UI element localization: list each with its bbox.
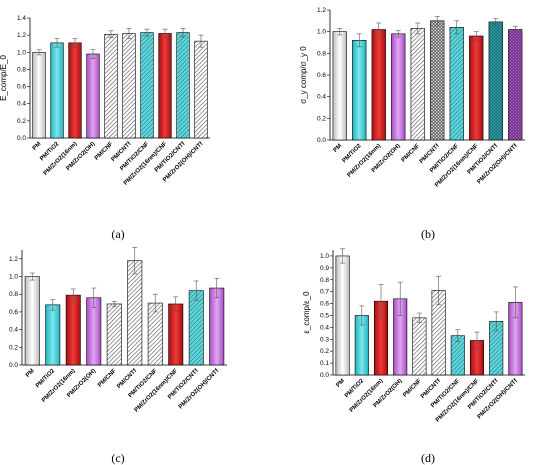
- y-tick-label: 0.0: [317, 137, 326, 144]
- chart-panel-a: 0.00.20.40.60.81.01.21.4E_comp/E_0PMPM/T…: [0, 15, 210, 241]
- y-tick-label: 0.6: [17, 84, 26, 91]
- bar: [106, 303, 122, 366]
- category-label: PM/CNF: [97, 368, 118, 389]
- y-tick-label: 0.8: [9, 291, 18, 298]
- bar: [209, 287, 225, 366]
- y-tick-label: 0.1: [320, 360, 329, 367]
- bar: [127, 260, 143, 366]
- y-tick-label: 0.9: [320, 265, 329, 272]
- category-label: PM/ZrO2(16nm): [349, 378, 385, 414]
- y-tick-label: 0.4: [320, 324, 329, 331]
- panel-letter: (d): [421, 451, 435, 465]
- panel-letter: (a): [111, 227, 124, 241]
- y-tick-label: 0.6: [317, 72, 326, 79]
- category-label: PM/ZrO2(OH)/CNTf: [178, 367, 221, 410]
- y-tick-label: 0.4: [317, 94, 326, 101]
- y-tick-label: 1.2: [9, 256, 18, 263]
- bar: [449, 27, 464, 141]
- bar: [122, 33, 136, 139]
- bar: [86, 53, 100, 139]
- y-tick-label: 0.2: [320, 348, 329, 355]
- category-label: PM: [333, 143, 344, 154]
- chart-panel-b: 0.0 0.2 0.4 0.6 0.8 1.0 1.2 σ_y comp/σ_y 0 PM PM/…: [299, 7, 525, 241]
- y-tick-label: 0.8: [320, 277, 329, 284]
- bar: [168, 303, 184, 366]
- bar: [488, 21, 503, 141]
- bar: [68, 42, 82, 139]
- bar: [86, 297, 102, 366]
- chart-panel-c: 0.00.20.40.60.81.01.2σ_b comp/σ_b 0PMPM/…: [9, 247, 227, 465]
- bar: [430, 20, 445, 141]
- y-tick-label: 0.0: [9, 362, 18, 369]
- bar: [104, 33, 118, 139]
- y-tick-label: 1.2: [17, 32, 26, 39]
- y-tick-label: 1.4: [17, 15, 26, 22]
- y-tick-label: 0.4: [9, 327, 18, 334]
- y-tick-label: 0.6: [9, 309, 18, 316]
- bar: [45, 304, 61, 366]
- bar: [371, 29, 386, 141]
- y-tick-label: 0.6: [320, 301, 329, 308]
- y-tick-label: 1.0: [9, 274, 18, 281]
- bar: [50, 42, 64, 139]
- category-label: PM: [32, 141, 43, 152]
- y-tick-label: 0.2: [317, 115, 326, 122]
- bar: [352, 40, 367, 141]
- y-tick-label: 1.0: [17, 49, 26, 56]
- bar: [410, 28, 425, 141]
- category-label: PM: [25, 368, 36, 379]
- bar: [412, 317, 427, 376]
- bar: [332, 31, 347, 141]
- category-label: PM/ZrO2(OH)/CNTf: [476, 142, 519, 185]
- y-tick-label: 1.0: [320, 253, 329, 260]
- panel-letter: (b): [421, 227, 435, 241]
- bar: [194, 40, 208, 139]
- chart-panel-d: 0.0 0.1 0.2 0.3 0.4 0.5 0.6 0.7 0.8 0.9 1.0 ε_comp/…: [302, 248, 525, 465]
- y-tick-label: 0.5: [320, 312, 329, 319]
- bar: [158, 33, 172, 139]
- y-tick-label: 0.7: [320, 289, 329, 296]
- y-tick-label: 1.0: [317, 29, 326, 36]
- bar: [188, 290, 204, 366]
- y-axis-label: ε_comp/ε_0: [302, 291, 311, 334]
- bar: [65, 294, 81, 366]
- y-tick-label: 0.4: [17, 101, 26, 108]
- y-tick-label: 0.8: [317, 50, 326, 57]
- bar: [140, 32, 154, 139]
- bar: [469, 35, 484, 141]
- bar: [391, 33, 406, 141]
- bar: [508, 29, 523, 141]
- y-tick-label: 0.0: [17, 135, 26, 142]
- panel-letter: (c): [111, 451, 124, 465]
- bar: [147, 302, 163, 366]
- y-axis-label: σ_y comp/σ_y 0: [299, 46, 308, 104]
- y-tick-label: 0.2: [9, 344, 18, 351]
- y-tick-label: 0.8: [17, 66, 26, 73]
- y-tick-label: 0.2: [17, 118, 26, 125]
- y-tick-label: 1.2: [317, 7, 326, 14]
- y-axis-label: E_comp/E_0: [0, 55, 8, 101]
- bar: [24, 276, 40, 366]
- category-label: PM: [335, 378, 346, 389]
- bar: [335, 255, 350, 376]
- y-tick-label: 0.3: [320, 336, 329, 343]
- bar: [32, 51, 46, 139]
- y-tick-label: 0.0: [320, 372, 329, 379]
- bar: [176, 32, 190, 139]
